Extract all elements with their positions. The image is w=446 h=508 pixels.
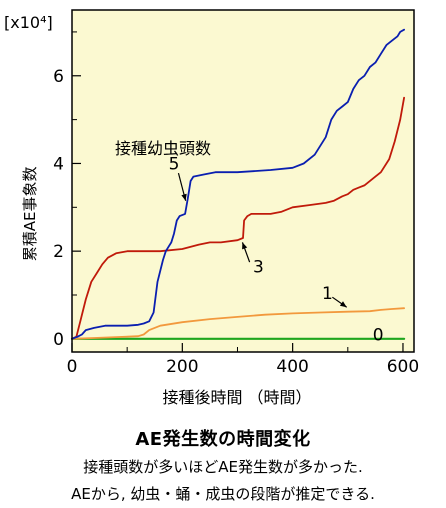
series-line-5: [71, 28, 406, 340]
series-line-3: [71, 96, 406, 340]
x-tick-label: 0: [67, 357, 78, 377]
caption-line-1: 接種頭数が多いほどAE発生数が多かった.: [83, 458, 363, 476]
series-pointer-head-3: [242, 242, 248, 250]
series-pointer-head-5: [181, 193, 187, 201]
caption-title: AE発生数の時間変化: [135, 429, 311, 450]
series-layer: [70, 28, 406, 340]
series-label-0: 0: [373, 325, 384, 345]
series-label-1: 1: [322, 284, 333, 304]
series-label-3: 3: [253, 258, 264, 278]
series-line-1: [71, 307, 406, 340]
series-labels: 5 3 1 0: [169, 154, 384, 345]
series-pointer-head-1: [339, 301, 347, 308]
y-tick-label: 0: [53, 330, 64, 350]
plot-area: [72, 10, 414, 352]
y-tick-label: 2: [53, 242, 64, 262]
series-label-5: 5: [169, 154, 180, 174]
legend-title: 接種幼虫頭数: [115, 139, 211, 158]
plot-frame: [71, 9, 415, 353]
x-tick-label: 200: [166, 357, 198, 377]
y-tick-label: 4: [53, 154, 64, 174]
x-tick-label: 600: [387, 357, 419, 377]
x-axis-title: 接種後時間 （時間）: [162, 388, 311, 407]
y-axis-title: 累積AE事象数: [21, 167, 39, 262]
caption-line-2: AEから, 幼虫・蛹・成虫の段階が推定できる.: [71, 485, 375, 503]
y-unit-label: [x10⁴]: [4, 13, 53, 32]
x-tick-label: 400: [276, 357, 308, 377]
y-tick-label: 6: [53, 67, 64, 87]
